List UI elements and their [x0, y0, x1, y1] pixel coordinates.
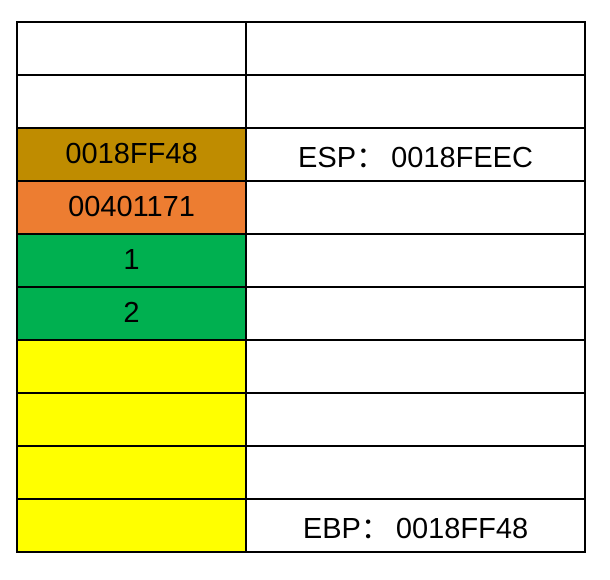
stack-row: 00401171	[16, 180, 586, 235]
stack-cell	[16, 339, 247, 394]
stack-diagram: 0018FF48 ESP0018FEEC 00401171 1 2	[16, 21, 586, 553]
stack-row: 2	[16, 286, 586, 341]
register-note	[245, 392, 586, 447]
stack-cell: 1	[16, 233, 247, 288]
stack-cell	[16, 498, 247, 553]
register-value: 0018FF48	[395, 512, 529, 545]
stack-row	[16, 392, 586, 447]
register-note	[245, 74, 586, 129]
register-note	[245, 339, 586, 394]
stack-row	[16, 339, 586, 394]
register-value: 0018FEEC	[391, 141, 533, 174]
register-note	[245, 445, 586, 500]
register-label: EBP	[303, 513, 396, 545]
stack-rows: 0018FF48 ESP0018FEEC 00401171 1 2	[16, 21, 586, 553]
stack-row	[16, 445, 586, 500]
stack-cell: 00401171	[16, 180, 247, 235]
stack-cell	[16, 21, 247, 76]
register-note	[245, 21, 586, 76]
register-note	[245, 233, 586, 288]
stack-row: 1	[16, 233, 586, 288]
stack-cell	[16, 74, 247, 129]
stack-row	[16, 74, 586, 129]
register-note: ESP0018FEEC	[245, 127, 586, 182]
stack-row	[16, 21, 586, 76]
register-note	[245, 180, 586, 235]
stack-cell	[16, 445, 247, 500]
register-label: ESP	[298, 142, 391, 174]
stack-cell: 0018FF48	[16, 127, 247, 182]
stack-row: 0018FF48 ESP0018FEEC	[16, 127, 586, 182]
register-note: EBP0018FF48	[245, 498, 586, 553]
stack-row: EBP0018FF48	[16, 498, 586, 553]
stack-cell: 2	[16, 286, 247, 341]
stack-cell	[16, 392, 247, 447]
register-note	[245, 286, 586, 341]
